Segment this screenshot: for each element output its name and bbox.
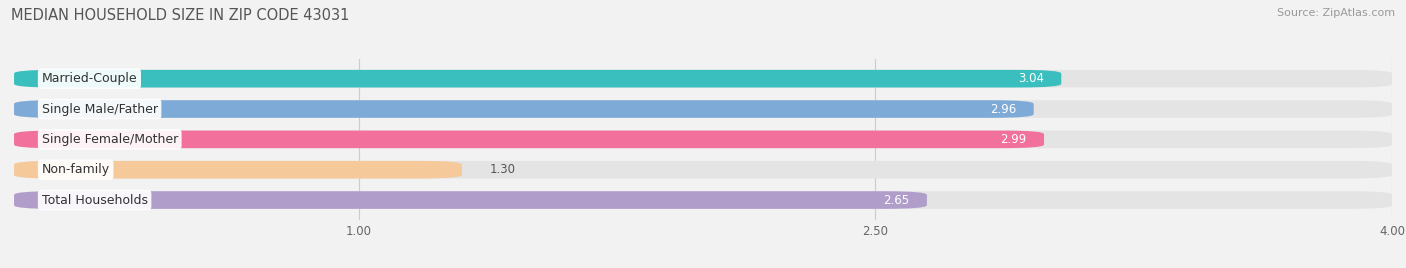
Text: Source: ZipAtlas.com: Source: ZipAtlas.com [1277,8,1395,18]
FancyBboxPatch shape [14,161,1392,178]
FancyBboxPatch shape [14,131,1045,148]
Text: Single Female/Mother: Single Female/Mother [42,133,179,146]
Text: Married-Couple: Married-Couple [42,72,138,85]
Text: 2.99: 2.99 [1001,133,1026,146]
Text: 3.04: 3.04 [1018,72,1045,85]
FancyBboxPatch shape [14,100,1392,118]
Text: Single Male/Father: Single Male/Father [42,103,157,116]
Text: MEDIAN HOUSEHOLD SIZE IN ZIP CODE 43031: MEDIAN HOUSEHOLD SIZE IN ZIP CODE 43031 [11,8,350,23]
FancyBboxPatch shape [14,131,1392,148]
Text: 2.65: 2.65 [883,193,910,207]
Text: Total Households: Total Households [42,193,148,207]
FancyBboxPatch shape [14,70,1392,87]
Text: Non-family: Non-family [42,163,110,176]
FancyBboxPatch shape [14,70,1062,87]
FancyBboxPatch shape [14,161,463,178]
Text: 1.30: 1.30 [489,163,516,176]
Text: 2.96: 2.96 [990,103,1017,116]
FancyBboxPatch shape [14,191,927,209]
FancyBboxPatch shape [14,191,1392,209]
FancyBboxPatch shape [14,100,1033,118]
